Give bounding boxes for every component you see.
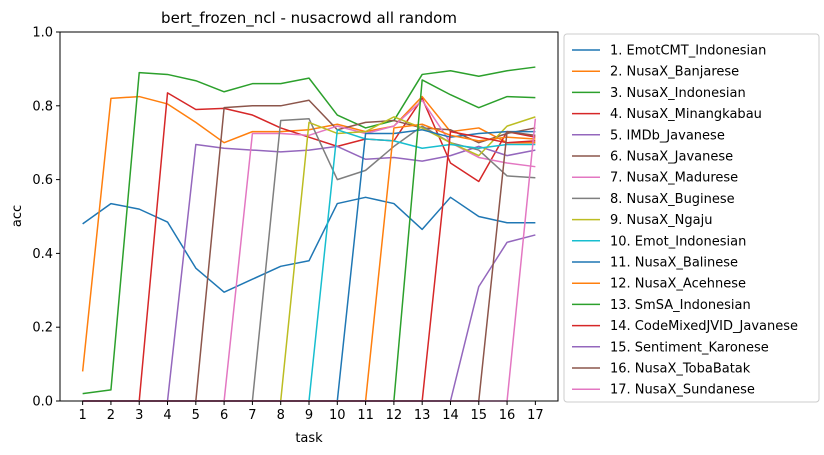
x-tick-label: 5 (192, 408, 200, 423)
legend: 1. EmotCMT_Indonesian 2. NusaX_Banjarese 3… (563, 33, 820, 403)
chart-title: bert_frozen_ncl - nusacrowd all random (161, 9, 457, 28)
y-tick-label: 0.2 (32, 321, 53, 336)
x-tick-label: 11 (357, 408, 374, 423)
legend-label: 9. NusaX_Ngaju (610, 213, 712, 228)
legend-label: 16. NusaX_TobaBatak (610, 362, 751, 377)
legend-box (563, 33, 820, 403)
x-tick-label: 14 (442, 408, 459, 423)
legend-label: 6. NusaX_Javanese (610, 150, 733, 165)
x-tick-label: 15 (470, 408, 487, 423)
legend-label: 11. NusaX_Balinese (610, 256, 738, 271)
y-tick-label: 1.0 (32, 26, 53, 41)
x-tick-label: 8 (277, 408, 285, 423)
legend-label: 14. CodeMixedJVID_Javanese (610, 319, 798, 334)
y-axis-label: acc (10, 205, 25, 227)
y-tick-label: 0.8 (32, 99, 53, 114)
x-tick-label: 2 (107, 408, 115, 423)
x-tick-label: 10 (329, 408, 346, 423)
legend-label: 17. NusaX_Sundanese (610, 383, 755, 398)
legend-items: 1. EmotCMT_Indonesian 2. NusaX_Banjarese 3… (572, 44, 798, 398)
legend-label: 13. SmSA_Indonesian (610, 298, 751, 313)
x-axis: 1 2 3 4 5 6 7 8 9 10 11 12 13 14 15 16 17 (78, 401, 544, 423)
legend-label: 7. NusaX_Madurese (610, 171, 738, 186)
legend-label: 8. NusaX_Buginese (610, 192, 735, 207)
legend-label: 10. Emot_Indonesian (610, 234, 746, 249)
y-tick-label: 0.4 (32, 247, 53, 262)
legend-label: 2. NusaX_Banjarese (610, 65, 739, 80)
x-tick-label: 9 (305, 408, 313, 423)
x-tick-label: 1 (78, 408, 86, 423)
x-tick-label: 17 (527, 408, 544, 423)
y-tick-label: 0.0 (32, 395, 53, 410)
legend-label: 15. Sentiment_Karonese (610, 340, 769, 355)
series-line-3 (82, 66, 536, 395)
x-tick-label: 4 (163, 408, 171, 423)
x-tick-label: 16 (499, 408, 516, 423)
legend-label: 5. IMDb_Javanese (610, 128, 725, 143)
series-line-4 (82, 92, 536, 402)
legend-label: 1. EmotCMT_Indonesian (610, 44, 766, 59)
x-axis-label: task (295, 431, 323, 446)
x-tick-label: 6 (220, 408, 228, 423)
x-tick-label: 3 (135, 408, 143, 423)
x-tick-label: 13 (414, 408, 431, 423)
series-line-1 (82, 196, 536, 293)
legend-label: 12. NusaX_Acehnese (610, 277, 746, 292)
legend-label: 3. NusaX_Indonesian (610, 86, 746, 101)
x-tick-label: 7 (248, 408, 256, 423)
legend-label: 4. NusaX_Minangkabau (610, 107, 762, 122)
x-tick-label: 12 (386, 408, 403, 423)
y-axis: 0.0 0.2 0.4 0.6 0.8 1.0 (32, 26, 60, 410)
y-tick-label: 0.6 (32, 173, 53, 188)
